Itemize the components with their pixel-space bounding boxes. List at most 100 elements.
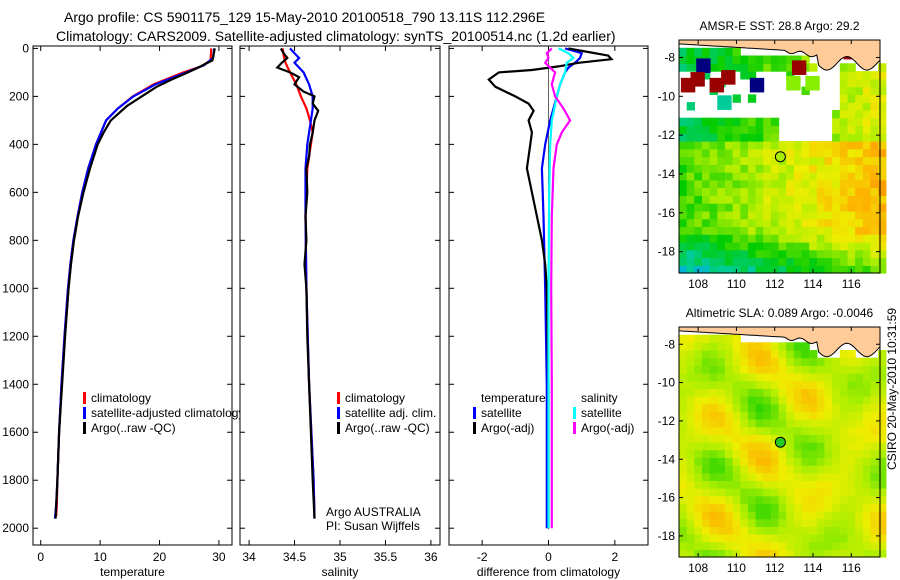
map-cell	[755, 511, 764, 520]
map-cell	[862, 373, 872, 382]
map-cell	[770, 465, 780, 474]
map-cell	[740, 148, 749, 158]
map-cell	[801, 257, 810, 266]
map-cell	[855, 511, 864, 520]
map-cell	[793, 195, 803, 204]
map-cell	[778, 472, 787, 481]
map-cell	[816, 549, 826, 558]
map-cell	[755, 125, 764, 134]
map-cell	[793, 403, 803, 412]
legend-swatch	[83, 392, 86, 404]
y-tick-label: 1200	[2, 329, 29, 343]
map-cell	[709, 480, 718, 489]
map-cell	[717, 218, 726, 227]
map-cell	[732, 125, 741, 134]
map-cell	[832, 117, 841, 127]
map-cell	[847, 480, 856, 489]
map-cell	[832, 148, 841, 158]
map-cell	[679, 549, 688, 558]
map-cell	[763, 210, 772, 220]
map-cell	[809, 195, 818, 204]
map-cell	[763, 179, 772, 189]
map-cell	[717, 55, 726, 64]
map-cell	[832, 226, 841, 235]
map-frame	[678, 326, 881, 558]
map-cell	[763, 511, 772, 520]
map-cell	[755, 141, 764, 150]
map-cell	[878, 234, 887, 243]
map-cell	[793, 55, 803, 64]
map-cell	[755, 55, 764, 64]
map-cell	[793, 518, 803, 527]
map-cell	[809, 503, 818, 512]
map-cell	[793, 172, 803, 181]
y-tick-label: 800	[9, 233, 29, 247]
map-cell	[809, 472, 818, 481]
map-cell	[801, 549, 810, 558]
map-cell	[878, 511, 887, 520]
map-cell	[855, 156, 864, 165]
map-cell	[702, 164, 711, 173]
map-cell	[770, 148, 780, 158]
map-cell	[732, 179, 741, 189]
title-line2: Climatology: CARS2009. Satellite-adjuste…	[56, 28, 616, 44]
map-cell	[855, 541, 864, 550]
map-cell	[679, 156, 688, 165]
map-cell	[755, 419, 764, 428]
map-cell	[686, 541, 695, 550]
map-cell	[709, 419, 718, 428]
map-cell	[732, 495, 741, 504]
map-cell	[709, 249, 718, 259]
y-tick-label: -14	[658, 167, 676, 181]
map-cell	[847, 518, 856, 527]
map-cell	[878, 518, 887, 527]
map-cell	[709, 472, 718, 481]
map-cell	[709, 257, 718, 266]
map-cell	[694, 495, 703, 504]
map-cell	[847, 541, 856, 550]
map-cell	[878, 218, 887, 227]
map-cell	[747, 518, 757, 527]
map-cell	[709, 203, 718, 212]
map-cell	[724, 342, 734, 351]
map-cell	[679, 249, 688, 259]
map-cell	[878, 94, 887, 103]
annotation-text: PI: Susan Wijffels	[326, 519, 420, 533]
map-cell	[679, 534, 688, 543]
map-cell	[740, 365, 749, 374]
map-cell	[862, 419, 872, 428]
map-cell	[740, 210, 749, 220]
map-cell	[824, 172, 833, 181]
map-cell	[847, 125, 856, 134]
map-cell	[702, 117, 711, 127]
map-cell	[724, 63, 734, 72]
map-cell	[770, 380, 780, 389]
map-cell	[786, 411, 795, 420]
map-cell	[732, 117, 741, 127]
map-cell	[724, 419, 734, 428]
map-cell	[694, 472, 703, 481]
map-cell	[778, 226, 787, 235]
map-cell	[755, 365, 764, 374]
map-cell	[878, 226, 887, 235]
map-cell	[832, 210, 841, 220]
map-cell	[694, 234, 703, 243]
map-cell	[763, 442, 772, 451]
map-cell	[847, 241, 856, 251]
map-cell	[763, 203, 772, 212]
map-cell	[732, 156, 741, 165]
map-cell	[702, 125, 711, 134]
map-cell	[832, 265, 841, 274]
map-cell	[824, 373, 833, 382]
map-cell	[847, 133, 856, 142]
map-cell	[724, 334, 734, 343]
map-cell	[740, 503, 749, 512]
map-cell	[763, 465, 772, 474]
map-cell	[709, 457, 718, 466]
map-cell	[755, 549, 764, 558]
map-cell	[855, 148, 864, 158]
map-cell	[862, 156, 872, 165]
map-cell	[839, 426, 849, 435]
map-cell	[778, 449, 787, 458]
y-tick-label: -8	[664, 50, 675, 64]
